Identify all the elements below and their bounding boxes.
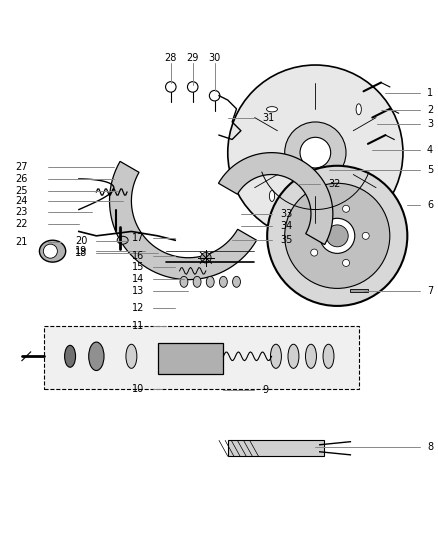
Ellipse shape [206,276,214,287]
Ellipse shape [88,342,104,370]
Text: 32: 32 [328,179,341,189]
Text: 35: 35 [280,235,293,245]
Ellipse shape [288,344,299,368]
Text: 18: 18 [75,248,88,259]
Text: 10: 10 [132,384,145,394]
Text: 22: 22 [15,219,28,229]
Text: 4: 4 [427,146,433,156]
Text: 11: 11 [132,321,145,330]
Circle shape [267,166,407,306]
Text: 13: 13 [132,286,145,296]
Text: 8: 8 [427,442,433,452]
Text: 28: 28 [165,53,177,62]
Text: 21: 21 [15,237,28,247]
Bar [228,440,324,456]
Text: 31: 31 [263,112,275,123]
Ellipse shape [267,107,278,112]
Ellipse shape [180,276,188,287]
Circle shape [343,205,350,212]
Ellipse shape [117,236,128,244]
Ellipse shape [353,193,364,199]
Text: 24: 24 [15,196,28,206]
Ellipse shape [219,276,227,287]
Text: 34: 34 [280,221,293,231]
Text: 30: 30 [208,53,221,62]
Text: 16: 16 [132,251,145,261]
Text: 19: 19 [75,246,88,256]
Text: 9: 9 [263,385,269,395]
Text: 27: 27 [15,161,28,172]
Ellipse shape [193,276,201,287]
Circle shape [343,260,350,266]
Ellipse shape [65,345,75,367]
Text: 2: 2 [427,104,433,115]
Ellipse shape [269,190,275,201]
Circle shape [326,225,348,247]
Circle shape [311,216,318,223]
Text: 14: 14 [132,274,145,284]
Text: 20: 20 [75,236,88,246]
Ellipse shape [126,344,137,368]
Ellipse shape [323,344,334,368]
Circle shape [285,122,346,183]
Circle shape [300,138,331,168]
Text: 15: 15 [132,262,145,272]
Circle shape [201,253,211,263]
Ellipse shape [270,344,281,368]
Bar [350,289,368,292]
Ellipse shape [356,104,361,115]
Bar [44,326,359,389]
Circle shape [209,91,220,101]
Polygon shape [110,161,257,280]
Text: 12: 12 [132,303,145,313]
Ellipse shape [305,344,316,368]
Text: 17: 17 [132,233,145,243]
Text: 5: 5 [427,165,433,175]
Text: 25: 25 [15,186,28,196]
Ellipse shape [39,240,66,262]
Text: 26: 26 [15,174,28,184]
Circle shape [362,232,369,239]
Text: 1: 1 [427,88,433,99]
Circle shape [228,65,403,240]
Circle shape [311,249,318,256]
Circle shape [43,244,57,258]
Circle shape [285,183,390,288]
Text: 3: 3 [427,119,433,129]
Text: 29: 29 [187,53,199,62]
Circle shape [166,82,176,92]
Text: 23: 23 [15,207,28,217]
Ellipse shape [233,276,240,287]
Circle shape [187,82,198,92]
Bar [158,343,223,374]
Text: 6: 6 [427,200,433,210]
Text: 33: 33 [280,209,293,219]
Circle shape [320,219,355,253]
Text: 7: 7 [427,286,433,296]
Polygon shape [219,152,333,245]
